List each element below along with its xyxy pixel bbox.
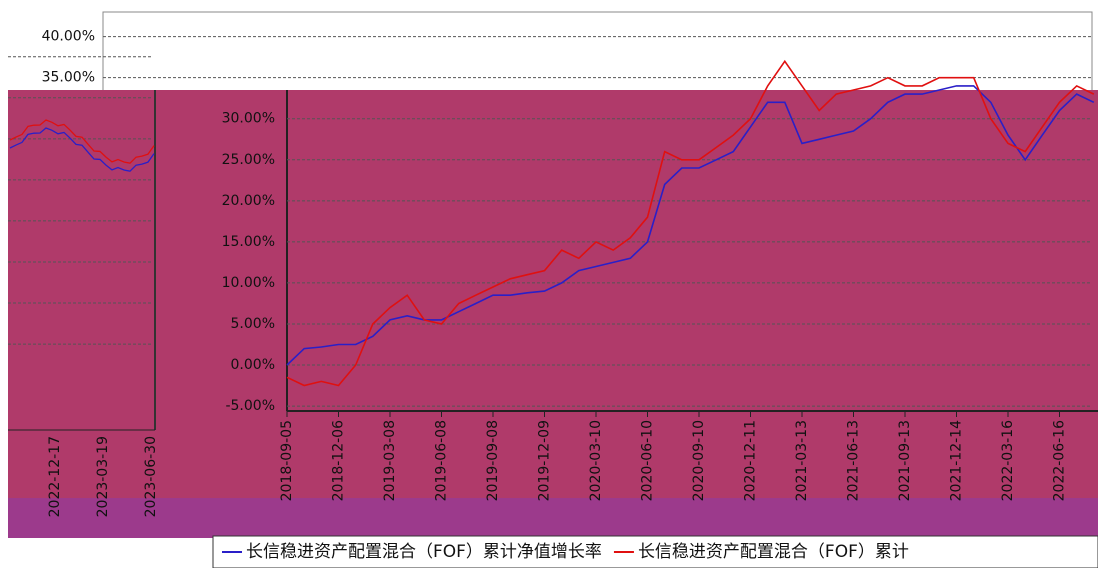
y-tick-label: 15.00% bbox=[222, 234, 275, 250]
y-tick-label: 40.00% bbox=[42, 29, 95, 45]
y-tick-label: 20.00% bbox=[222, 193, 275, 209]
ghost-x-label: 2022-12-17 bbox=[47, 436, 63, 517]
series-line bbox=[286, 85, 1095, 366]
y-tick-label: 0.00% bbox=[231, 357, 275, 373]
legend-label: 长信稳进资产配置混合（FOF）累计 bbox=[638, 542, 909, 562]
x-tick-label: 2019-09-08 bbox=[485, 420, 501, 501]
y-tick-label: 30.00% bbox=[222, 111, 275, 127]
ghost-x-label: 2023-06-30 bbox=[143, 436, 159, 517]
x-tick-label: 2022-06-16 bbox=[1052, 420, 1068, 501]
y-tick-label: 25.00% bbox=[222, 152, 275, 168]
legend-label: 长信稳进资产配置混合（FOF）累计净值增长率 bbox=[246, 542, 602, 562]
y-tick-label: -5.00% bbox=[225, 398, 275, 414]
overlay-band bbox=[8, 498, 1098, 538]
y-tick-label: 35.00% bbox=[42, 70, 95, 86]
x-tick-label: 2018-09-05 bbox=[279, 420, 295, 501]
x-tick-label: 2021-12-14 bbox=[949, 420, 965, 501]
x-tick-label: 2021-03-13 bbox=[794, 420, 810, 501]
x-tick-label: 2019-03-08 bbox=[382, 420, 398, 501]
ghost-x-label: 2023-03-19 bbox=[95, 436, 111, 517]
overlay-panel bbox=[8, 90, 1098, 498]
x-tick-label: 2020-09-10 bbox=[691, 420, 707, 501]
x-tick-label: 2018-12-06 bbox=[331, 420, 347, 501]
x-tick-label: 2020-03-10 bbox=[588, 420, 604, 501]
y-tick-label: 5.00% bbox=[231, 316, 275, 332]
ghost-line bbox=[9, 119, 155, 164]
x-tick-label: 2020-06-10 bbox=[640, 420, 656, 501]
x-tick-label: 2021-09-13 bbox=[897, 420, 913, 501]
x-tick-label: 2022-03-16 bbox=[1000, 420, 1016, 501]
series-line bbox=[286, 59, 1095, 387]
ghost-line bbox=[9, 127, 155, 172]
legend-box bbox=[212, 535, 1098, 568]
x-tick-label: 2019-06-08 bbox=[434, 420, 450, 501]
x-tick-label: 2019-12-09 bbox=[537, 420, 553, 501]
y-tick-label: 10.00% bbox=[222, 275, 275, 291]
x-tick-label: 2020-12-11 bbox=[743, 420, 759, 501]
x-tick-label: 2021-06-13 bbox=[846, 420, 862, 501]
